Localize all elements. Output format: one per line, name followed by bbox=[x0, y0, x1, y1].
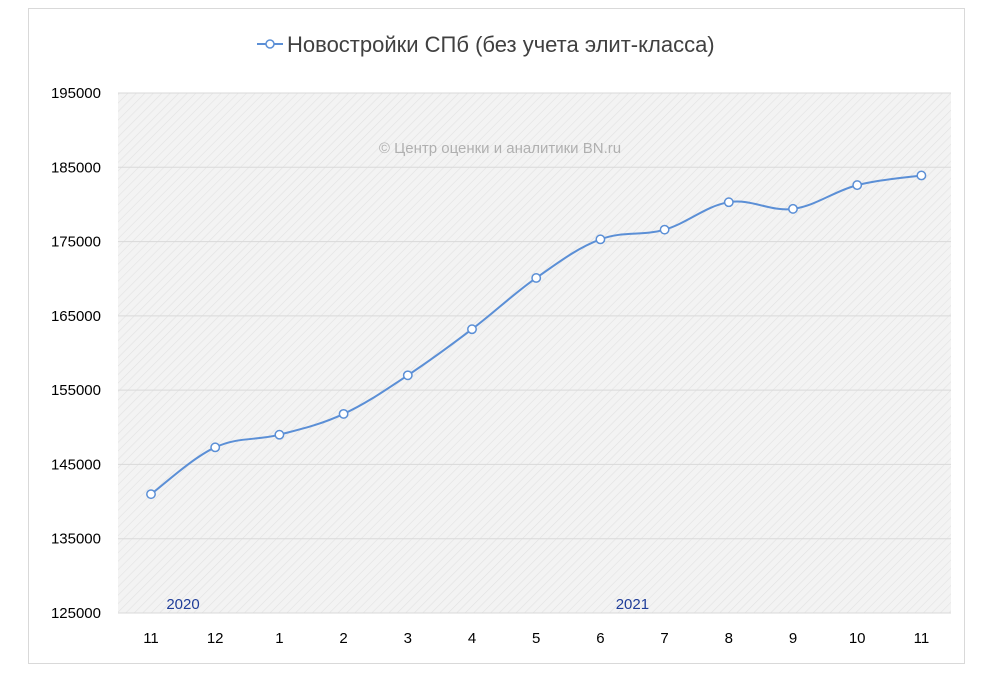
chart-legend: Новостройки СПб (без учета элит-класса) bbox=[257, 32, 715, 57]
data-point bbox=[274, 429, 285, 440]
data-point bbox=[210, 442, 221, 453]
series-group bbox=[146, 170, 927, 500]
data-point bbox=[788, 203, 798, 214]
x-tick-label: 4 bbox=[468, 630, 476, 647]
y-tick-label: 185000 bbox=[51, 159, 101, 176]
data-point bbox=[723, 197, 734, 208]
x-tick-label: 3 bbox=[404, 630, 412, 647]
year-labels: 2020 2021 bbox=[166, 596, 649, 613]
year-label: 2021 bbox=[616, 596, 649, 613]
y-tick-label: 195000 bbox=[51, 85, 101, 102]
y-tick-label: 125000 bbox=[51, 605, 101, 622]
data-point bbox=[595, 234, 606, 245]
data-point bbox=[338, 408, 349, 419]
data-point bbox=[402, 370, 413, 381]
x-axis-ticks: 11 12 1 2 3 4 5 6 7 8 9 10 11 bbox=[143, 630, 929, 647]
x-tick-label: 12 bbox=[207, 630, 224, 647]
legend-marker-icon bbox=[265, 39, 275, 49]
y-tick-label: 145000 bbox=[51, 456, 101, 473]
y-tick-label: 135000 bbox=[51, 531, 101, 548]
data-point bbox=[467, 324, 477, 335]
y-tick-label: 155000 bbox=[51, 382, 101, 399]
data-point bbox=[659, 224, 670, 235]
data-point bbox=[146, 489, 156, 500]
x-tick-label: 2 bbox=[339, 630, 347, 647]
chart-title: Новостройки СПб (без учета элит-класса) bbox=[287, 32, 715, 57]
y-tick-label: 165000 bbox=[51, 308, 101, 325]
plot-area bbox=[118, 93, 951, 613]
x-tick-label: 5 bbox=[532, 630, 540, 647]
y-tick-label: 175000 bbox=[51, 234, 101, 251]
y-axis-ticks: 125000 135000 145000 155000 165000 175000 1850… bbox=[51, 85, 101, 622]
x-tick-label: 10 bbox=[849, 630, 866, 647]
watermark: © Центр оценки и аналитики BN.ru bbox=[379, 140, 621, 157]
x-tick-label: 9 bbox=[789, 630, 797, 647]
gridlines bbox=[118, 92, 951, 614]
x-tick-label: 6 bbox=[596, 630, 604, 647]
data-point bbox=[916, 170, 927, 181]
x-tick-label: 7 bbox=[660, 630, 668, 647]
year-label: 2020 bbox=[166, 596, 199, 613]
x-tick-label: 11 bbox=[914, 630, 930, 647]
x-tick-label: 1 bbox=[275, 630, 283, 647]
data-point bbox=[531, 273, 542, 283]
x-tick-label: 11 bbox=[143, 630, 159, 647]
data-point bbox=[852, 180, 863, 191]
x-tick-label: 8 bbox=[725, 630, 733, 647]
